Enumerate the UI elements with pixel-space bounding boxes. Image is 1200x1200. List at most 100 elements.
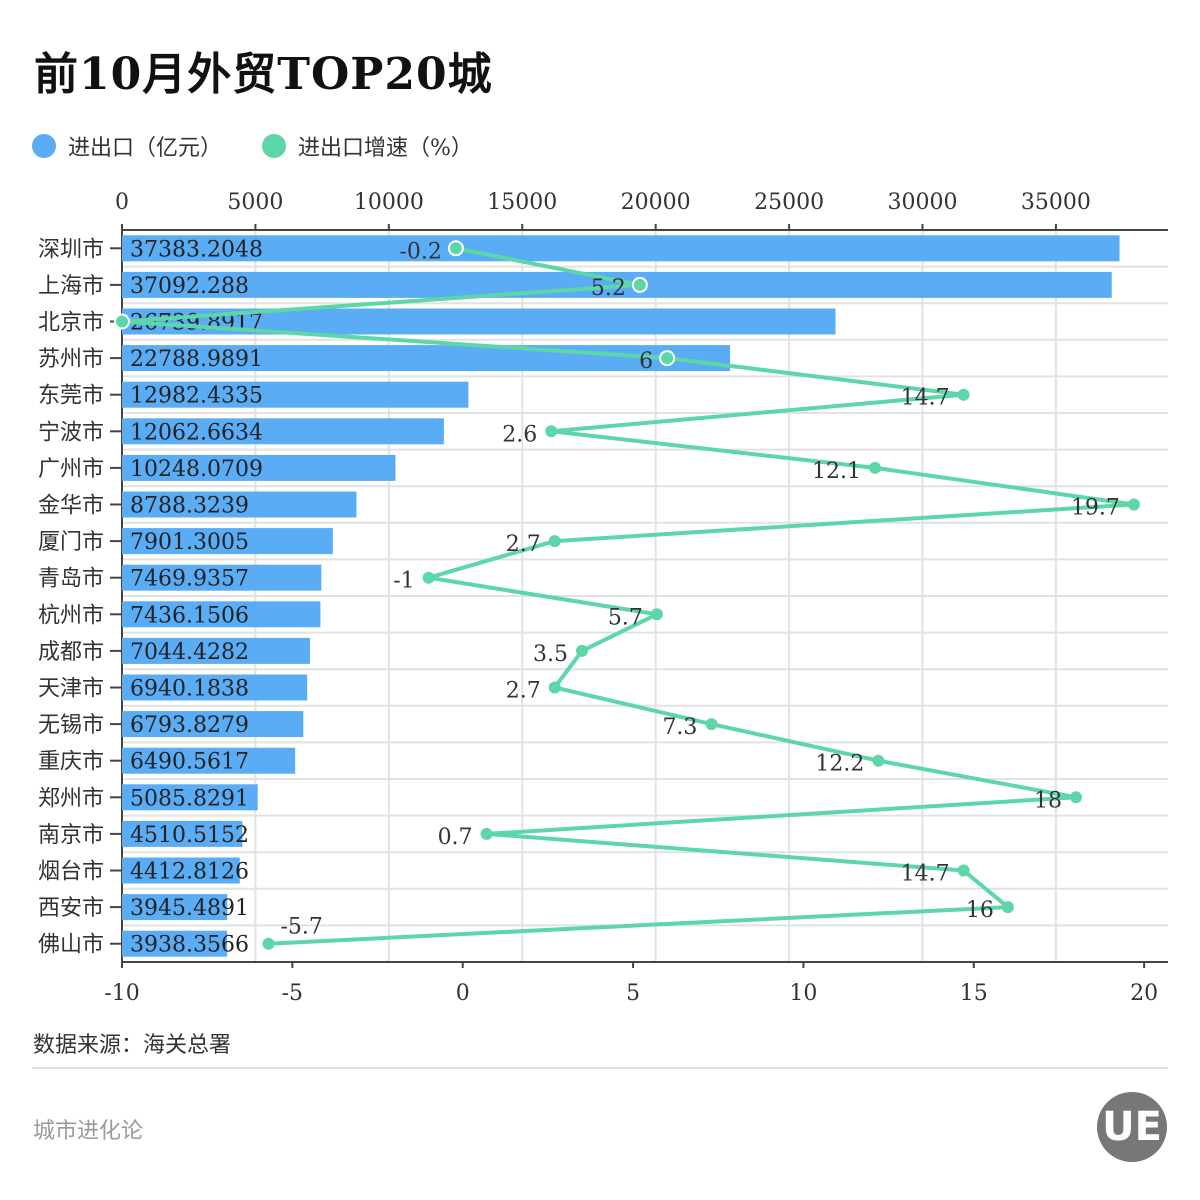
category-label: 佛山市: [38, 933, 104, 958]
growth-point: [545, 425, 558, 438]
bar: [122, 747, 296, 774]
top-tick-label: 25000: [754, 190, 824, 215]
category-label: 青岛市: [38, 567, 104, 592]
growth-point: [631, 276, 648, 293]
category-label: 烟台市: [38, 860, 104, 885]
top-tick-label: 20000: [621, 190, 691, 215]
bottom-tick-label: 0: [456, 981, 470, 1006]
growth-value-label: 5.7: [608, 605, 643, 630]
growth-point: [872, 754, 885, 767]
category-label: 宁波市: [38, 420, 104, 445]
bar-value-label: 37383.2048: [130, 237, 263, 262]
growth-value-label: 7.3: [662, 715, 697, 740]
category-label: 杭州市: [38, 603, 104, 628]
bar: [122, 857, 240, 884]
bottom-tick-label: 15: [960, 981, 988, 1006]
growth-value-label: 0.7: [438, 825, 473, 850]
growth-value-label: 18: [1034, 788, 1062, 813]
growth-point: [957, 864, 970, 877]
legend-label-line: 进出口增速（%）: [298, 136, 473, 161]
brand-name: 城市进化论: [33, 1119, 144, 1144]
growth-point: [1001, 901, 1014, 914]
bar: [122, 601, 321, 628]
bar-value-label: 7044.4282: [130, 640, 249, 665]
category-label: 深圳市: [38, 237, 104, 262]
growth-line: [120, 246, 1136, 946]
growth-point: [447, 240, 464, 257]
category-label: 郑州市: [38, 786, 104, 811]
bar-value-label: 6490.5617: [130, 750, 249, 775]
bar-value-label: 3945.4891: [130, 896, 249, 921]
growth-point: [1127, 498, 1140, 511]
top-tick-label: 0: [115, 190, 129, 215]
growth-value-label: 3.5: [533, 642, 568, 667]
growth-value-label: -5.7: [281, 915, 323, 940]
legend-item-line: 进出口增速（%）: [262, 130, 473, 162]
growth-value-label: 2.6: [502, 422, 537, 447]
bar-value-label: 37092.288: [130, 274, 249, 299]
top-tick-label: 30000: [888, 190, 958, 215]
growth-point: [957, 388, 970, 401]
growth-value-label: -1: [393, 569, 414, 594]
bar-value-label: 22788.9891: [130, 347, 263, 372]
legend-label-bar: 进出口（亿元）: [68, 136, 223, 161]
bar-value-label: 10248.0709: [130, 457, 263, 482]
category-label: 成都市: [38, 640, 104, 665]
data-source: 数据来源：海关总署: [33, 1033, 232, 1058]
category-label: 天津市: [38, 677, 104, 702]
bottom-tick-label: 10: [789, 981, 817, 1006]
bar-value-label: 7901.3005: [130, 530, 249, 555]
legend: 进出口（亿元） 进出口增速（%）: [32, 130, 473, 162]
bar: [122, 711, 304, 738]
growth-point: [705, 718, 718, 731]
bar-value-label: 6940.1838: [130, 677, 249, 702]
legend-dot-bar: [32, 134, 56, 158]
growth-point: [650, 608, 663, 621]
top-tick-label: 5000: [227, 190, 283, 215]
divider: [32, 1067, 1168, 1069]
growth-value-label: 12.2: [815, 752, 864, 777]
category-label: 金华市: [38, 494, 104, 519]
bar: [122, 637, 310, 664]
growth-point: [262, 937, 275, 950]
category-label: 厦门市: [38, 530, 104, 555]
growth-point: [1070, 791, 1083, 804]
bottom-tick-label: 5: [626, 981, 640, 1006]
bar: [122, 930, 228, 957]
bar: [122, 345, 731, 372]
bottom-tick-label: -5: [282, 981, 303, 1006]
category-label: 北京市: [38, 311, 104, 336]
top-tick-label: 35000: [1021, 190, 1091, 215]
brand-logo: UE: [1097, 1092, 1167, 1162]
growth-value-label: 2.7: [506, 532, 541, 557]
category-label: 重庆市: [38, 750, 104, 775]
growth-value-label: 2.7: [506, 679, 541, 704]
bar-value-label: 12982.4335: [130, 384, 263, 409]
bar-value-label: 3938.3566: [130, 933, 249, 958]
category-label: 上海市: [38, 274, 104, 299]
growth-value-label: -0.2: [399, 239, 441, 264]
growth-value-label: 5.2: [591, 276, 626, 301]
bar-value-label: 5085.8291: [130, 786, 249, 811]
bottom-tick-label: 20: [1130, 981, 1158, 1006]
growth-value-label: 14.7: [901, 386, 950, 411]
growth-value-label: 12.1: [812, 459, 861, 484]
bar: [122, 564, 322, 591]
bar: [122, 674, 308, 701]
growth-point: [659, 350, 676, 367]
bar: [122, 235, 1120, 262]
top-tick-label: 10000: [354, 190, 424, 215]
growth-point: [114, 313, 130, 330]
bar: [122, 454, 396, 481]
bar: [122, 894, 228, 921]
category-label: 西安市: [38, 896, 104, 921]
top-tick-label: 15000: [487, 190, 557, 215]
category-label: 无锡市: [38, 713, 104, 738]
bar: [122, 528, 333, 555]
bar: [122, 381, 469, 408]
bar: [122, 820, 243, 847]
growth-point: [480, 827, 493, 840]
growth-point: [868, 461, 881, 474]
legend-dot-line: [262, 134, 287, 158]
